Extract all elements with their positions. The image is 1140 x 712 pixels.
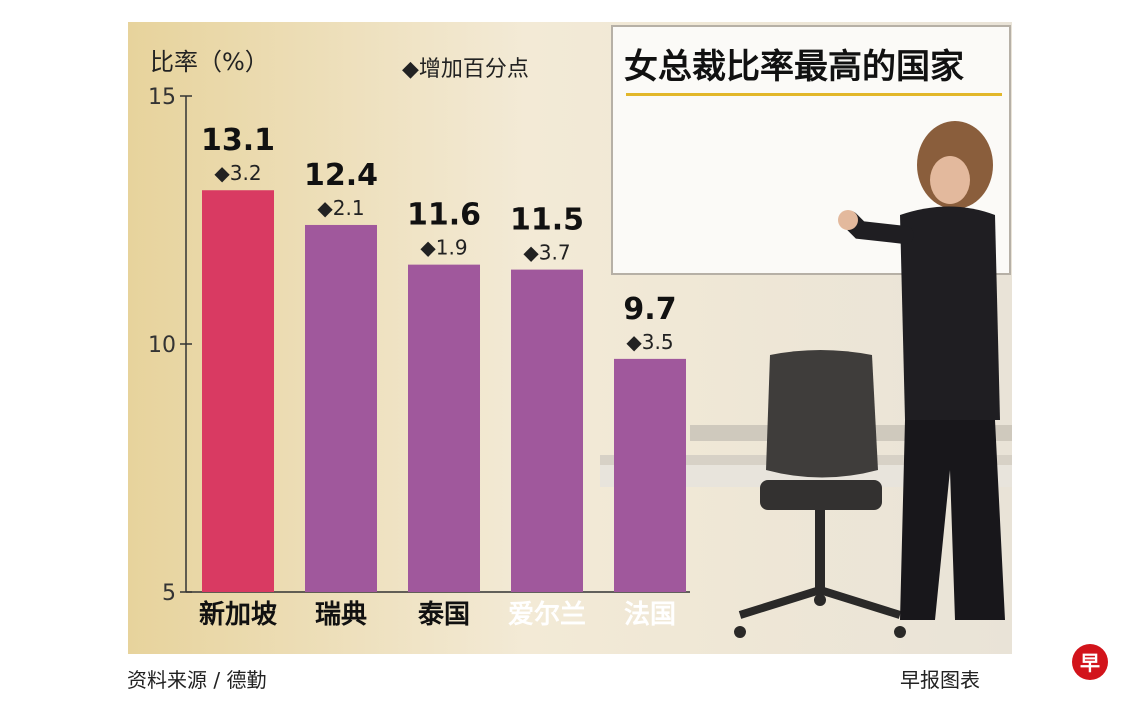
y-tick-label: 10 bbox=[148, 333, 176, 358]
bars: 13.1 ◆3.2 新加坡 12.4 ◆2.1 瑞典 11.6 ◆1.9 泰国 11.5 ◆3.7 爱… bbox=[199, 123, 686, 630]
bar-increase-label: ◆2.1 bbox=[317, 196, 364, 220]
title-underline bbox=[626, 93, 1002, 96]
bar-value-label: 9.7 bbox=[623, 292, 676, 327]
bar-value-label: 12.4 bbox=[304, 158, 378, 193]
bar-value-label: 13.1 bbox=[201, 123, 275, 158]
bar-value-label: 11.5 bbox=[510, 203, 584, 238]
y-ticks: 5 10 15 bbox=[148, 85, 192, 606]
office-scene bbox=[600, 121, 1012, 638]
bar bbox=[408, 264, 480, 592]
category-label: 法国 bbox=[624, 600, 676, 630]
y-tick-label: 5 bbox=[162, 581, 176, 606]
bar bbox=[511, 269, 583, 592]
category-label: 瑞典 bbox=[315, 600, 367, 630]
bar-increase-label: ◆1.9 bbox=[420, 236, 467, 260]
legend-label: ◆增加百分点 bbox=[402, 57, 529, 82]
category-label: 新加坡 bbox=[199, 599, 277, 630]
bar-increase-label: ◆3.7 bbox=[523, 241, 570, 265]
bar-increase-label: ◆3.2 bbox=[214, 161, 261, 185]
bar-increase-label: ◆3.5 bbox=[626, 330, 673, 354]
chart-credit: 早报图表 bbox=[900, 668, 980, 692]
category-label: 泰国 bbox=[418, 600, 470, 630]
y-axis-label: 比率（%） bbox=[150, 48, 269, 76]
category-label: 爱尔兰 bbox=[508, 599, 586, 630]
bar-value-label: 11.6 bbox=[407, 198, 481, 233]
bar bbox=[614, 358, 686, 592]
y-tick-label: 15 bbox=[148, 85, 176, 110]
source-note: 资料来源 / 德勤 bbox=[127, 668, 267, 692]
newspaper-logo: 早 bbox=[1072, 644, 1108, 680]
chart-title: 女总裁比率最高的国家 bbox=[624, 47, 964, 87]
bar bbox=[305, 224, 377, 592]
bar bbox=[202, 190, 274, 593]
newspaper-logo-text: 早 bbox=[1080, 651, 1100, 675]
